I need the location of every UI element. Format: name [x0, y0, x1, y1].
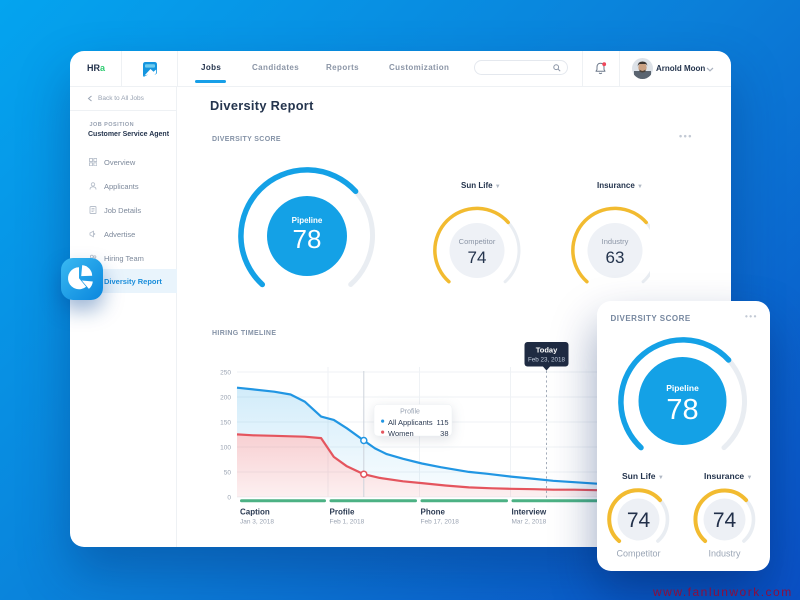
svg-text:115: 115 — [437, 418, 449, 427]
svg-text:Caption: Caption — [240, 508, 270, 517]
svg-text:Today: Today — [536, 346, 558, 355]
svg-text:250: 250 — [220, 370, 231, 377]
svg-text:Industry: Industry — [708, 549, 741, 559]
svg-text:38: 38 — [440, 429, 448, 438]
svg-text:Feb 23, 2018: Feb 23, 2018 — [528, 357, 566, 364]
svg-text:Profile: Profile — [330, 508, 355, 517]
svg-text:Feb 17, 2018: Feb 17, 2018 — [421, 519, 460, 526]
svg-text:Profile: Profile — [400, 409, 420, 416]
svg-text:Industry: Industry — [602, 237, 629, 246]
svg-text:Women: Women — [388, 429, 414, 438]
svg-text:Mar 2, 2018: Mar 2, 2018 — [512, 519, 547, 526]
svg-text:Competitor: Competitor — [459, 237, 496, 246]
svg-text:Feb 1, 2018: Feb 1, 2018 — [330, 519, 365, 526]
svg-text:Competitor: Competitor — [616, 549, 660, 559]
svg-text:Pipeline: Pipeline — [666, 383, 699, 393]
svg-text:78: 78 — [666, 394, 698, 426]
svg-text:Phone: Phone — [421, 508, 446, 517]
svg-text:All Applicants: All Applicants — [388, 418, 433, 427]
svg-text:74: 74 — [713, 509, 737, 532]
svg-text:Jan 3, 2018: Jan 3, 2018 — [240, 519, 274, 526]
svg-text:200: 200 — [220, 395, 231, 402]
svg-text:78: 78 — [293, 224, 322, 254]
svg-text:150: 150 — [220, 420, 231, 427]
svg-text:100: 100 — [220, 445, 231, 452]
svg-text:Interview: Interview — [512, 508, 547, 517]
svg-text:74: 74 — [468, 248, 487, 267]
svg-text:0: 0 — [227, 495, 231, 502]
svg-text:Pipeline: Pipeline — [292, 216, 323, 225]
svg-text:50: 50 — [224, 470, 232, 477]
svg-text:74: 74 — [627, 509, 651, 532]
svg-text:63: 63 — [606, 248, 625, 267]
